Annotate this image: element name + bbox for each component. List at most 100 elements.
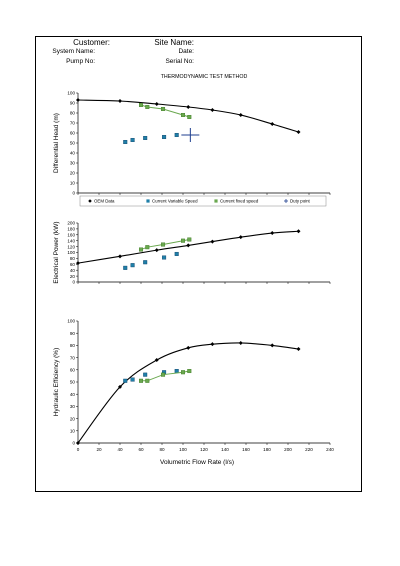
y-tick-label: 20 [70,171,76,176]
x-tick-label: 240 [326,447,334,452]
legend-label: OEM Data [94,199,115,204]
y-tick-label: 70 [70,355,76,360]
variable-speed-point [174,369,179,374]
x-tick-label: 0 [77,447,80,452]
y-tick-label: 80 [70,256,76,261]
oem-data-point [186,243,191,248]
oem-data-point [270,122,275,126]
variable-speed-point [123,378,128,383]
variable-speed-point [174,132,179,137]
y-tick-label: 180 [67,227,75,232]
x-tick-label: 120 [200,447,208,452]
x-tick-label: 200 [284,447,292,452]
oem-data-point [76,441,80,445]
y-axis-label: Electrical Power (kW) [53,221,60,283]
oem-data-point [296,229,301,234]
legend-label: Duty point [290,199,311,204]
system-name-label: System Name: [52,48,95,55]
oem-data-point [296,347,301,352]
x-tick-label: 160 [242,447,250,452]
oem-data-point [270,231,275,236]
oem-data-point [270,343,275,348]
legend-label: Current Variable Speed [152,199,198,204]
variable-speed-point [143,260,148,265]
variable-speed-point [123,265,128,270]
date-label: Date: [178,48,194,55]
oem-data-point [210,108,215,112]
fixed-speed-point [145,104,150,109]
legend-marker [146,199,150,203]
fixed-speed-point [145,245,150,250]
oem-data-point [186,105,191,109]
y-tick-label: 60 [70,368,76,373]
variable-speed-point [123,139,128,144]
fixed-speed-point [138,378,143,383]
oem-data-point [118,254,122,259]
y-tick-label: 40 [70,151,76,156]
y-tick-label: 20 [70,274,76,279]
legend-marker [214,199,218,203]
x-tick-label: 20 [96,447,102,452]
x-axis-label: Volumetric Flow Rate (l/s) [160,459,234,466]
oem-curve [77,342,299,444]
variable-speed-point [143,135,148,140]
oem-data-point [118,384,122,389]
fixed-speed-point [180,238,185,243]
oem-data-point [76,261,80,266]
chart-panel-3: 0 10 20 30 40 50 60 70 80 90 100 0 20 40 60 80 100 120 140… [53,319,334,466]
y-tick-label: 60 [70,131,76,136]
fixed-speed-point [180,112,185,117]
customer-label: Customer: [73,38,110,47]
oem-data-point [154,102,159,106]
x-tick-label: 220 [305,447,313,452]
y-tick-label: 30 [70,404,76,409]
x-tick-label: 100 [179,447,187,452]
fixed-speed-point [187,369,192,374]
chart-title: THERMODYNAMIC TEST METHOD [161,74,248,80]
oem-data-point [76,98,80,102]
y-tick-label: 100 [67,91,75,96]
fixed-speed-point [161,106,166,111]
y-tick-label: 50 [70,380,76,385]
site-name-label: Site Name: [154,38,194,47]
pump-no-label: Pump No: [66,58,95,65]
y-tick-label: 90 [70,331,76,336]
x-tick-label: 80 [159,447,165,452]
x-tick-label: 60 [138,447,144,452]
oem-data-point [238,340,243,345]
y-tick-label: 140 [67,238,75,243]
oem-data-point [210,342,215,347]
variable-speed-point [174,251,179,256]
oem-data-point [118,99,122,103]
y-tick-label: 60 [70,262,76,267]
y-tick-label: 80 [70,111,76,116]
oem-data-point [154,248,159,253]
y-tick-label: 40 [70,268,76,273]
legend: OEM Data Current Variable Speed Current fi… [79,195,327,207]
y-axis-label: Hydraulic Efficiency (%) [53,348,60,417]
y-tick-label: 80 [70,343,76,348]
variable-speed-point [130,137,135,142]
y-tick-label: 100 [67,250,75,255]
fixed-speed-point [138,102,143,107]
y-tick-label: 10 [70,429,76,434]
y-axis-label: Differential Head (m) [53,113,60,173]
fixed-speed-point [180,370,185,375]
oem-data-point [296,130,301,134]
variable-speed-point [162,255,167,260]
legend-box [79,195,327,207]
fixed-speed-point [138,247,143,252]
y-tick-label: 40 [70,392,76,397]
fixed-speed-point [145,378,150,383]
variable-speed-point [162,134,167,139]
chart-panel-1: 0 10 20 30 40 50 60 70 80 90 100 Differential Head … [53,91,331,207]
y-tick-label: 20 [70,416,76,421]
y-tick-label: 10 [70,181,76,186]
fixed-speed-point [187,237,192,242]
oem-data-point [186,345,191,350]
y-tick-label: 90 [70,101,76,106]
fixed-speed-point [161,242,166,247]
variable-speed-point [143,372,148,377]
